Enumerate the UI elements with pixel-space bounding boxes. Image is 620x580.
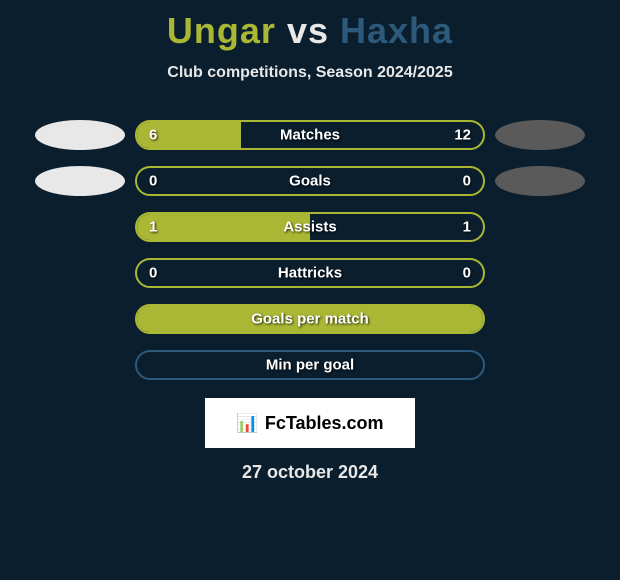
chart-icon: 📊 (236, 413, 258, 434)
stat-label: Goals per match (251, 311, 369, 328)
stat-bar: Goals 0 0 (135, 166, 485, 196)
vs-text: vs (287, 10, 329, 51)
player1-badge (35, 166, 125, 196)
player1-value: 1 (149, 219, 157, 236)
comparison-chart: Matches612Goals00Assists11Hattricks00Goa… (0, 112, 620, 388)
stat-row: Hattricks 0 0 (20, 250, 600, 296)
player2-badge (495, 120, 585, 150)
stat-bar: Min per goal (135, 350, 485, 380)
stat-label: Hattricks (278, 265, 342, 282)
player2-name: Haxha (340, 10, 453, 51)
player1-value: 0 (149, 265, 157, 282)
fctables-logo: 📊 FcTables.com (205, 398, 415, 448)
player2-value: 12 (454, 127, 471, 144)
stat-row: Goals 0 0 (20, 158, 600, 204)
player1-badge (35, 120, 125, 150)
player1-value: 6 (149, 127, 157, 144)
comparison-title: Ungar vs Haxha (0, 0, 620, 52)
stat-row: Matches 6 12 (20, 112, 600, 158)
stat-bar: Matches 6 12 (135, 120, 485, 150)
stat-row: Goals per match (20, 296, 600, 342)
player2-value: 0 (463, 265, 471, 282)
player1-value: 0 (149, 173, 157, 190)
player2-value: 0 (463, 173, 471, 190)
player1-name: Ungar (167, 10, 276, 51)
player2-value: 1 (463, 219, 471, 236)
stat-bar: Hattricks 0 0 (135, 258, 485, 288)
stat-label: Assists (283, 219, 336, 236)
stat-label: Min per goal (266, 357, 354, 374)
date-text: 27 october 2024 (0, 462, 620, 483)
stat-label: Goals (289, 173, 331, 190)
stat-bar: Goals per match (135, 304, 485, 334)
logo-text: FcTables.com (265, 413, 384, 434)
bar-right-fill (241, 122, 483, 148)
subtitle: Club competitions, Season 2024/2025 (0, 64, 620, 82)
stat-bar: Assists 1 1 (135, 212, 485, 242)
player2-badge (495, 166, 585, 196)
stat-row: Min per goal (20, 342, 600, 388)
stat-label: Matches (280, 127, 340, 144)
stat-row: Assists 1 1 (20, 204, 600, 250)
